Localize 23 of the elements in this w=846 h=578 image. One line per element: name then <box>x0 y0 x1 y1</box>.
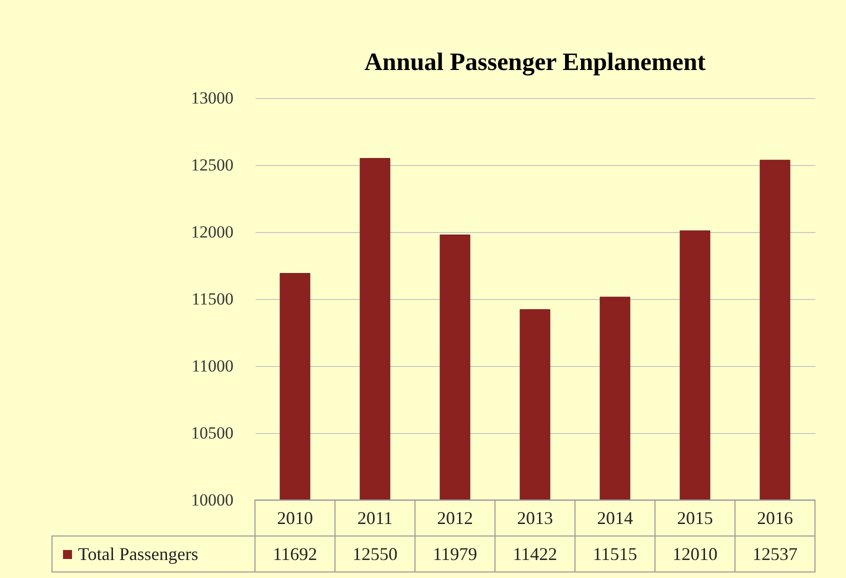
data-label: 11422 <box>512 544 558 564</box>
y-tick-label: 11500 <box>192 290 234 308</box>
x-tick-label: 2012 <box>437 508 473 528</box>
x-tick-label: 2010 <box>277 508 313 528</box>
y-tick-label: 10500 <box>191 424 234 442</box>
x-tick-label: 2013 <box>517 508 553 528</box>
data-label: 11515 <box>592 544 638 564</box>
y-tick-label: 12000 <box>191 222 234 242</box>
data-label: 12010 <box>672 544 718 564</box>
x-tick-label: 2016 <box>757 508 793 528</box>
y-tick-label: 13000 <box>191 88 234 108</box>
chart-title: Annual Passenger Enplanement <box>364 49 706 76</box>
x-tick-label: 2014 <box>597 508 633 528</box>
data-label: 12537 <box>752 544 798 564</box>
data-label: 11692 <box>272 544 318 564</box>
legend-label: Total Passengers <box>78 544 198 564</box>
x-tick-label: 2015 <box>677 508 713 528</box>
y-tick-label: 12500 <box>191 156 234 174</box>
y-tick-label: 11000 <box>192 356 234 376</box>
data-label: 12550 <box>352 544 398 564</box>
data-label: 11979 <box>432 544 478 564</box>
x-tick-label: 2011 <box>357 508 393 528</box>
y-tick-label: 10000 <box>191 490 234 510</box>
